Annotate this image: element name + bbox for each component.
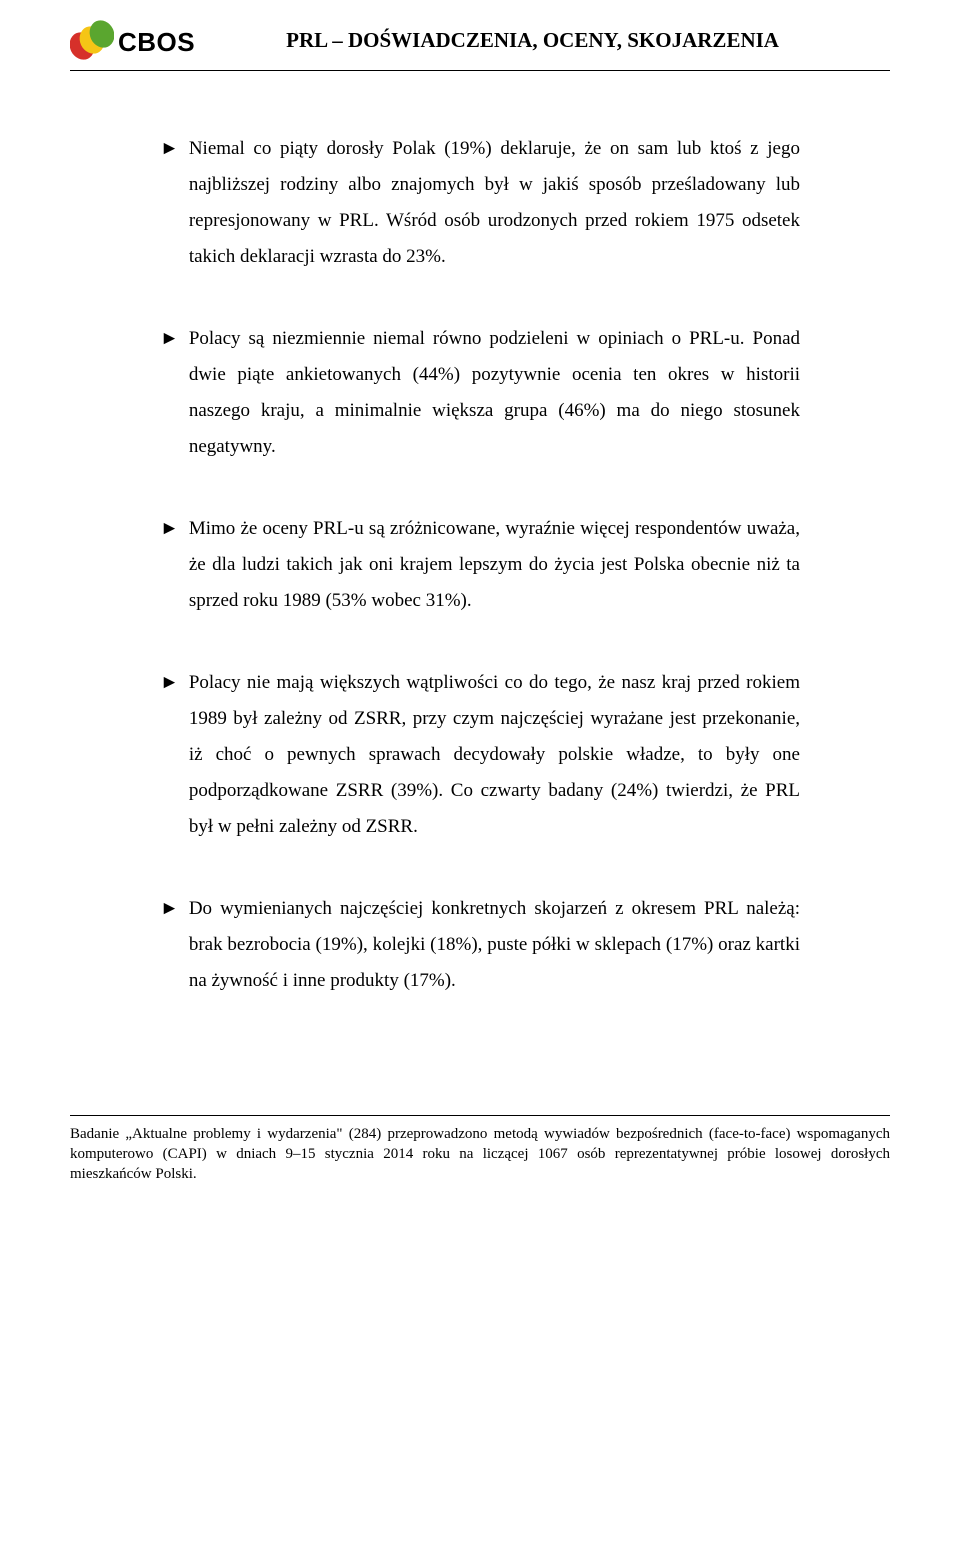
bullet-marker-icon: ►: [160, 511, 179, 619]
bullet-item: ► Mimo że oceny PRL-u są zróżnicowane, w…: [160, 511, 800, 619]
content: ► Niemal co piąty dorosły Polak (19%) de…: [70, 71, 890, 1085]
page-title: PRL – DOŚWIADCZENIA, OCENY, SKOJARZENIA: [219, 20, 890, 53]
bullet-text: Mimo że oceny PRL-u są zróżnicowane, wyr…: [189, 511, 800, 619]
bullet-item: ► Do wymienianych najczęściej konkretnyc…: [160, 891, 800, 999]
bullet-marker-icon: ►: [160, 891, 179, 999]
bullet-text: Polacy są niezmiennie niemal równo podzi…: [189, 321, 800, 465]
bullet-text: Do wymienianych najczęściej konkretnych …: [189, 891, 800, 999]
bullet-text: Polacy nie mają większych wątpliwości co…: [189, 665, 800, 845]
bullet-item: ► Polacy nie mają większych wątpliwości …: [160, 665, 800, 845]
bullet-text: Niemal co piąty dorosły Polak (19%) dekl…: [189, 131, 800, 275]
bullet-item: ► Polacy są niezmiennie niemal równo pod…: [160, 321, 800, 465]
header: CBOS PRL – DOŚWIADCZENIA, OCENY, SKOJARZ…: [70, 20, 890, 64]
logo: CBOS: [70, 20, 195, 64]
divider-bottom: [70, 1115, 890, 1116]
bullet-marker-icon: ►: [160, 321, 179, 465]
logo-text: CBOS: [118, 27, 195, 58]
bullet-item: ► Niemal co piąty dorosły Polak (19%) de…: [160, 131, 800, 275]
logo-icon: [70, 20, 114, 64]
bullet-marker-icon: ►: [160, 131, 179, 275]
footnote: Badanie „Aktualne problemy i wydarzenia"…: [70, 1124, 890, 1184]
bullet-marker-icon: ►: [160, 665, 179, 845]
